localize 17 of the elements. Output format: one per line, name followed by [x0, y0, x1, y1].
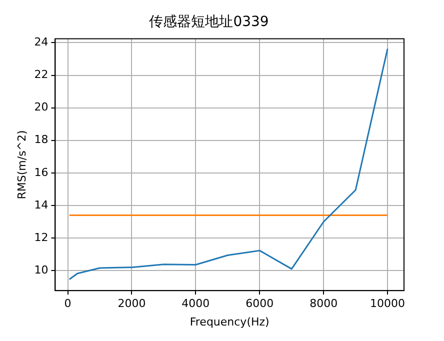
y-tick-label: 22	[34, 68, 48, 82]
x-tick-label: 10000	[370, 297, 406, 310]
y-axis-title: RMS(m/s^2)	[15, 130, 28, 200]
y-tick-label: 18	[34, 133, 48, 146]
y-tick-label: 14	[34, 198, 48, 212]
x-tick-label: 6000	[246, 297, 274, 310]
x-axis-title: Frequency(Hz)	[190, 315, 270, 328]
y-tick-label: 10	[34, 263, 48, 276]
y-tick-label: 16	[34, 166, 48, 179]
y-tick-label: 12	[34, 230, 48, 244]
y-tick-label: 20	[34, 100, 48, 114]
x-tick-label: 0	[64, 297, 72, 310]
x-tick-label: 4000	[182, 297, 210, 310]
x-tick-label: 8000	[310, 297, 338, 310]
x-tick-label: 2000	[118, 297, 146, 310]
chart-title: 传感器短地址0339	[149, 14, 269, 30]
y-tick-label: 24	[34, 36, 48, 49]
